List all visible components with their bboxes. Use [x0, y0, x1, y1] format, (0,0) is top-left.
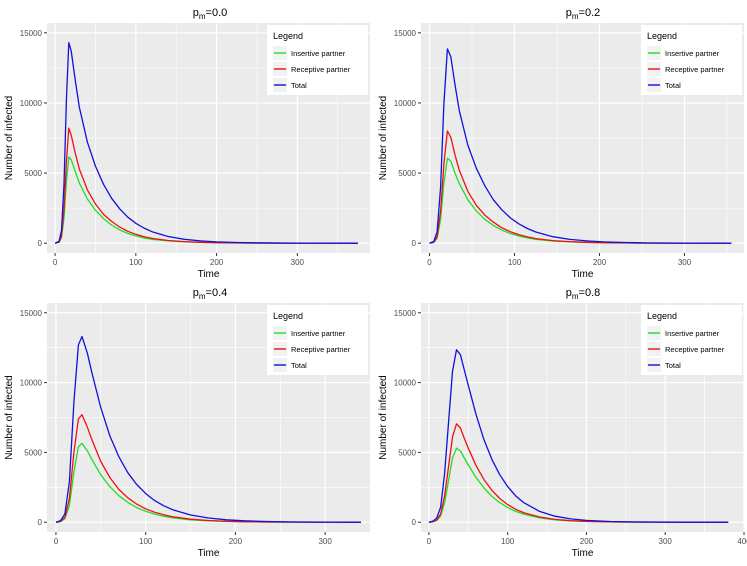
- legend-title: Legend: [647, 311, 677, 321]
- chart-panel-2: 0 100 200 300 0 5000 10000 15000 pm=0.2 Time Numbe…: [378, 7, 744, 280]
- y-tick-label: 15000: [394, 29, 417, 38]
- x-tick-label: 200: [229, 537, 243, 546]
- legend-title: Legend: [647, 31, 677, 41]
- y-axis-label: Number of infected: [4, 375, 15, 460]
- y-axis-label: Number of infected: [378, 96, 389, 181]
- chart-panel-3: 0 100 200 300 0 5000 10000 15000 pm=0.4 Time Numbe…: [4, 287, 370, 559]
- x-tick-label: 100: [508, 258, 522, 267]
- series-line-receptive-partner: [55, 414, 361, 523]
- legend-item-label: Total: [291, 81, 307, 90]
- chart-panel-1: 0 100 200 300 0 5000 10000 15000 pm=0.0 Time Numbe…: [4, 7, 370, 280]
- x-tick-label: 300: [291, 258, 305, 267]
- x-axis-label: Time: [198, 269, 220, 280]
- y-tick-label: 10000: [20, 99, 43, 108]
- legend-item-label: Insertive partner: [665, 329, 720, 338]
- series-line-receptive-partner: [429, 130, 732, 244]
- x-tick-label: 300: [318, 537, 332, 546]
- legend-item-label: Receptive partner: [291, 345, 351, 354]
- y-tick-label: 5000: [24, 169, 42, 178]
- series-line-total: [54, 41, 358, 244]
- legend-item-label: Total: [291, 361, 307, 370]
- series-line-receptive-partner: [54, 127, 358, 244]
- x-tick-label: 100: [139, 537, 153, 546]
- legend: Legend Insertive partner Receptive partner…: [641, 25, 742, 95]
- legend-item-label: Receptive partner: [665, 345, 725, 354]
- series-line-total: [429, 48, 732, 244]
- x-tick-label: 0: [427, 258, 432, 267]
- y-tick-label: 5000: [398, 169, 416, 178]
- x-axis-label: Time: [198, 548, 220, 559]
- legend-item-label: Insertive partner: [291, 49, 346, 58]
- y-tick-label: 10000: [20, 379, 43, 388]
- x-tick-label: 200: [593, 258, 607, 267]
- legend-item-label: Insertive partner: [291, 329, 346, 338]
- x-tick-label: 200: [210, 258, 224, 267]
- x-tick-label: 200: [580, 537, 594, 546]
- y-tick-label: 0: [412, 518, 417, 527]
- chart-title: pm=0.0: [193, 7, 228, 21]
- series-line-receptive-partner: [428, 423, 729, 523]
- x-axis-label: Time: [572, 548, 594, 559]
- x-tick-label: 0: [53, 258, 58, 267]
- y-tick-label: 10000: [394, 99, 417, 108]
- y-tick-label: 0: [38, 239, 43, 248]
- legend: Legend Insertive partner Receptive partner…: [641, 305, 742, 375]
- legend-title: Legend: [273, 311, 303, 321]
- y-axis-label: Number of infected: [4, 96, 15, 181]
- y-tick-label: 15000: [394, 309, 417, 318]
- chart-panel-4: 0 100 200 300 400 0 5000 10000 15000 pm=0.8 Time Nu…: [378, 287, 747, 559]
- series-line-total: [428, 349, 729, 523]
- legend-item-label: Receptive partner: [291, 65, 351, 74]
- y-tick-label: 15000: [20, 29, 43, 38]
- chart-title: pm=0.2: [566, 7, 601, 21]
- legend-title: Legend: [273, 31, 303, 41]
- x-tick-label: 100: [129, 258, 143, 267]
- x-tick-label: 0: [54, 537, 59, 546]
- series-line-total: [55, 335, 362, 523]
- legend: Legend Insertive partner Receptive partner…: [267, 25, 368, 95]
- legend-item-label: Insertive partner: [665, 49, 720, 58]
- x-axis-label: Time: [572, 269, 594, 280]
- legend-item-label: Total: [665, 81, 681, 90]
- y-tick-label: 10000: [394, 379, 417, 388]
- x-tick-label: 0: [427, 537, 432, 546]
- x-tick-label: 300: [659, 537, 673, 546]
- x-tick-label: 300: [678, 258, 692, 267]
- legend: Legend Insertive partner Receptive partner…: [267, 305, 368, 375]
- legend-item-label: Receptive partner: [665, 65, 725, 74]
- y-axis-label: Number of infected: [378, 375, 389, 460]
- y-tick-label: 0: [38, 518, 43, 527]
- x-tick-label: 100: [501, 537, 515, 546]
- x-tick-label: 400: [737, 537, 747, 546]
- y-tick-label: 5000: [398, 448, 416, 457]
- chart-title: pm=0.8: [566, 287, 601, 301]
- legend-item-label: Total: [665, 361, 681, 370]
- y-tick-label: 5000: [24, 448, 42, 457]
- y-tick-label: 0: [412, 239, 417, 248]
- y-tick-label: 15000: [20, 309, 43, 318]
- chart-title: pm=0.4: [193, 287, 228, 301]
